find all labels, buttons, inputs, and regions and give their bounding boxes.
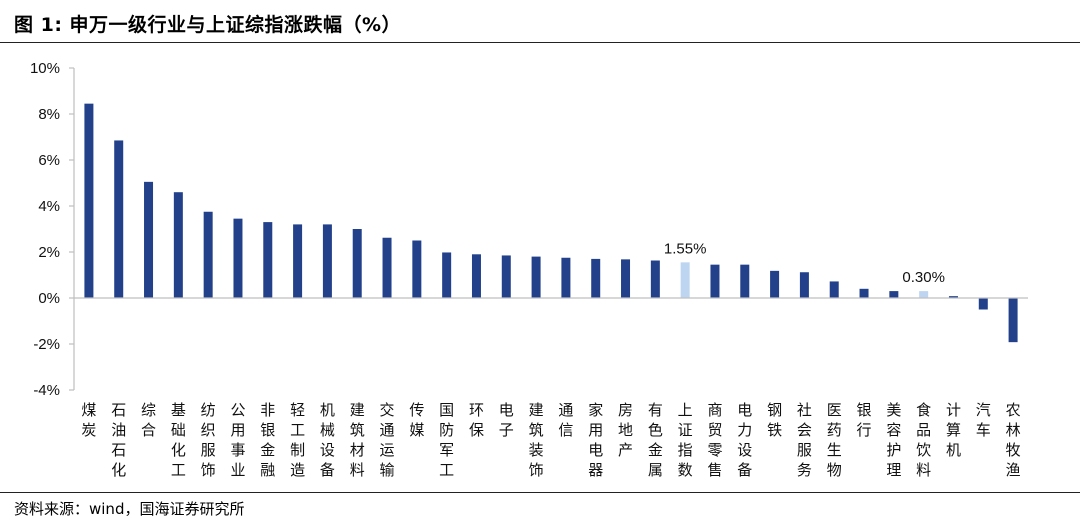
bar-钢铁 bbox=[770, 270, 780, 298]
category-label-社会服务: 社会服务 bbox=[797, 401, 812, 479]
category-label-机械设备: 机械设备 bbox=[320, 401, 335, 479]
category-label-有色金属: 有色金属 bbox=[648, 401, 663, 479]
bar-非银金融 bbox=[263, 222, 273, 298]
category-label-煤炭: 煤炭 bbox=[81, 401, 96, 439]
category-label-综合: 综合 bbox=[141, 401, 156, 439]
y-tick-label: 8% bbox=[38, 106, 60, 123]
category-label-家用电器: 家用电器 bbox=[588, 401, 603, 479]
category-label-基础化工: 基础化工 bbox=[171, 401, 186, 479]
data-labels: 1.55% 0.30% bbox=[664, 240, 945, 286]
bar-家用电器 bbox=[591, 258, 601, 298]
bar-电力设备 bbox=[740, 264, 750, 298]
bar-环保 bbox=[471, 254, 481, 298]
category-label-汽车: 汽车 bbox=[976, 401, 991, 439]
category-label-轻工制造: 轻工制造 bbox=[290, 401, 305, 479]
category-labels: 煤炭石油石化综合基础化工纺织服饰公用事业非银金融轻工制造机械设备建筑材料交通运输… bbox=[81, 401, 1020, 479]
category-label-纺织服饰: 纺织服饰 bbox=[201, 401, 216, 479]
bar-通信 bbox=[561, 257, 571, 298]
category-label-房地产: 房地产 bbox=[618, 401, 633, 459]
category-label-公用事业: 公用事业 bbox=[230, 401, 245, 479]
y-tick-label: 2% bbox=[38, 244, 60, 261]
category-label-交通运输: 交通运输 bbox=[380, 401, 395, 479]
category-label-上证指数: 上证指数 bbox=[678, 401, 693, 479]
category-label-电力设备: 电力设备 bbox=[737, 401, 752, 479]
category-label-钢铁: 钢铁 bbox=[767, 401, 782, 439]
bar-机械设备 bbox=[322, 224, 332, 298]
bar-轻工制造 bbox=[293, 224, 303, 298]
y-tick-label: -2% bbox=[33, 336, 60, 353]
category-label-食品饮料: 食品饮料 bbox=[916, 401, 931, 479]
category-label-农林牧渔: 农林牧渔 bbox=[1006, 401, 1021, 479]
footer-divider bbox=[0, 492, 1080, 493]
category-label-商贸零售: 商贸零售 bbox=[707, 401, 722, 479]
y-tick-label: -4% bbox=[33, 382, 60, 399]
category-label-通信: 通信 bbox=[558, 401, 573, 439]
bar-纺织服饰 bbox=[203, 211, 213, 298]
y-axis: 10% 8% 6% 4% 2% 0% -2% -4% bbox=[30, 60, 75, 399]
category-label-建筑装饰: 建筑装饰 bbox=[529, 401, 544, 479]
y-tick-label: 6% bbox=[38, 152, 60, 169]
category-label-石油石化: 石油石化 bbox=[111, 401, 126, 479]
bar-公用事业 bbox=[233, 218, 243, 298]
chart-title: 图 1: 申万一级行业与上证综指涨跌幅（%） bbox=[14, 14, 402, 36]
source-note: 资料来源：wind，国海证券研究所 bbox=[14, 500, 245, 518]
category-label-计算机: 计算机 bbox=[946, 401, 961, 459]
bar-食品饮料 bbox=[919, 291, 929, 298]
category-label-美容护理: 美容护理 bbox=[886, 401, 901, 479]
title-divider bbox=[0, 42, 1080, 43]
bar-电子 bbox=[501, 255, 511, 298]
bar-基础化工 bbox=[173, 192, 183, 298]
bar-上证指数 bbox=[680, 262, 690, 298]
y-tick-label: 0% bbox=[38, 290, 60, 307]
bar-chart: 10% 8% 6% 4% 2% 0% -2% -4% 1.55% 0.30% 煤炭石油石化综合基… bbox=[30, 60, 1028, 479]
bar-房地产 bbox=[621, 259, 631, 298]
bar-农林牧渔 bbox=[1008, 298, 1018, 343]
data-label-上证指数: 1.55% bbox=[664, 240, 707, 257]
bar-计算机 bbox=[948, 296, 958, 298]
bar-石油石化 bbox=[114, 140, 124, 298]
bars bbox=[84, 103, 1018, 343]
bar-汽车 bbox=[978, 298, 988, 310]
bar-传媒 bbox=[412, 240, 422, 298]
y-tick-label: 10% bbox=[30, 60, 60, 77]
category-label-建筑材料: 建筑材料 bbox=[350, 401, 365, 479]
bar-交通运输 bbox=[382, 237, 392, 298]
y-tick-label: 4% bbox=[38, 198, 60, 215]
bar-银行 bbox=[859, 288, 869, 298]
bar-煤炭 bbox=[84, 103, 94, 299]
bar-综合 bbox=[144, 181, 154, 298]
category-label-非银金融: 非银金融 bbox=[260, 401, 275, 479]
data-label-食品饮料: 0.30% bbox=[902, 269, 945, 286]
category-label-医药生物: 医药生物 bbox=[827, 401, 842, 479]
category-label-传媒: 传媒 bbox=[409, 401, 424, 439]
bar-建筑材料 bbox=[352, 229, 362, 298]
category-label-银行: 银行 bbox=[857, 401, 872, 439]
category-label-国防军工: 国防军工 bbox=[439, 401, 454, 479]
bar-建筑装饰 bbox=[531, 256, 541, 298]
bar-有色金属 bbox=[650, 260, 660, 298]
bar-社会服务 bbox=[799, 272, 809, 298]
bar-国防军工 bbox=[442, 252, 452, 298]
bar-医药生物 bbox=[829, 281, 839, 298]
category-label-电子: 电子 bbox=[499, 401, 514, 439]
bar-商贸零售 bbox=[710, 264, 720, 298]
bar-美容护理 bbox=[889, 291, 899, 298]
category-label-环保: 环保 bbox=[469, 401, 484, 439]
